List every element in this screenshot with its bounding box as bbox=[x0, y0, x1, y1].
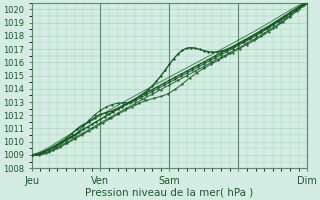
X-axis label: Pression niveau de la mer( hPa ): Pression niveau de la mer( hPa ) bbox=[85, 187, 253, 197]
